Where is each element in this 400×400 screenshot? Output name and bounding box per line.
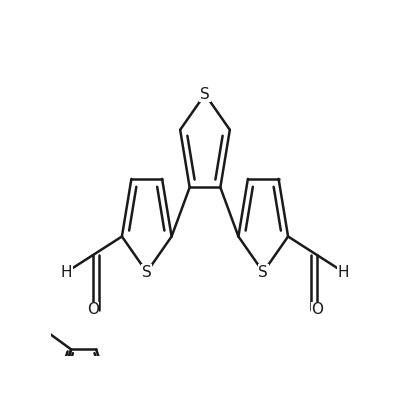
Text: S: S [258, 265, 268, 280]
Text: O: O [87, 302, 99, 317]
Text: H: H [338, 264, 349, 280]
Text: H: H [61, 264, 72, 280]
Text: O: O [311, 302, 323, 317]
Text: S: S [142, 265, 152, 280]
Text: S: S [200, 87, 210, 102]
